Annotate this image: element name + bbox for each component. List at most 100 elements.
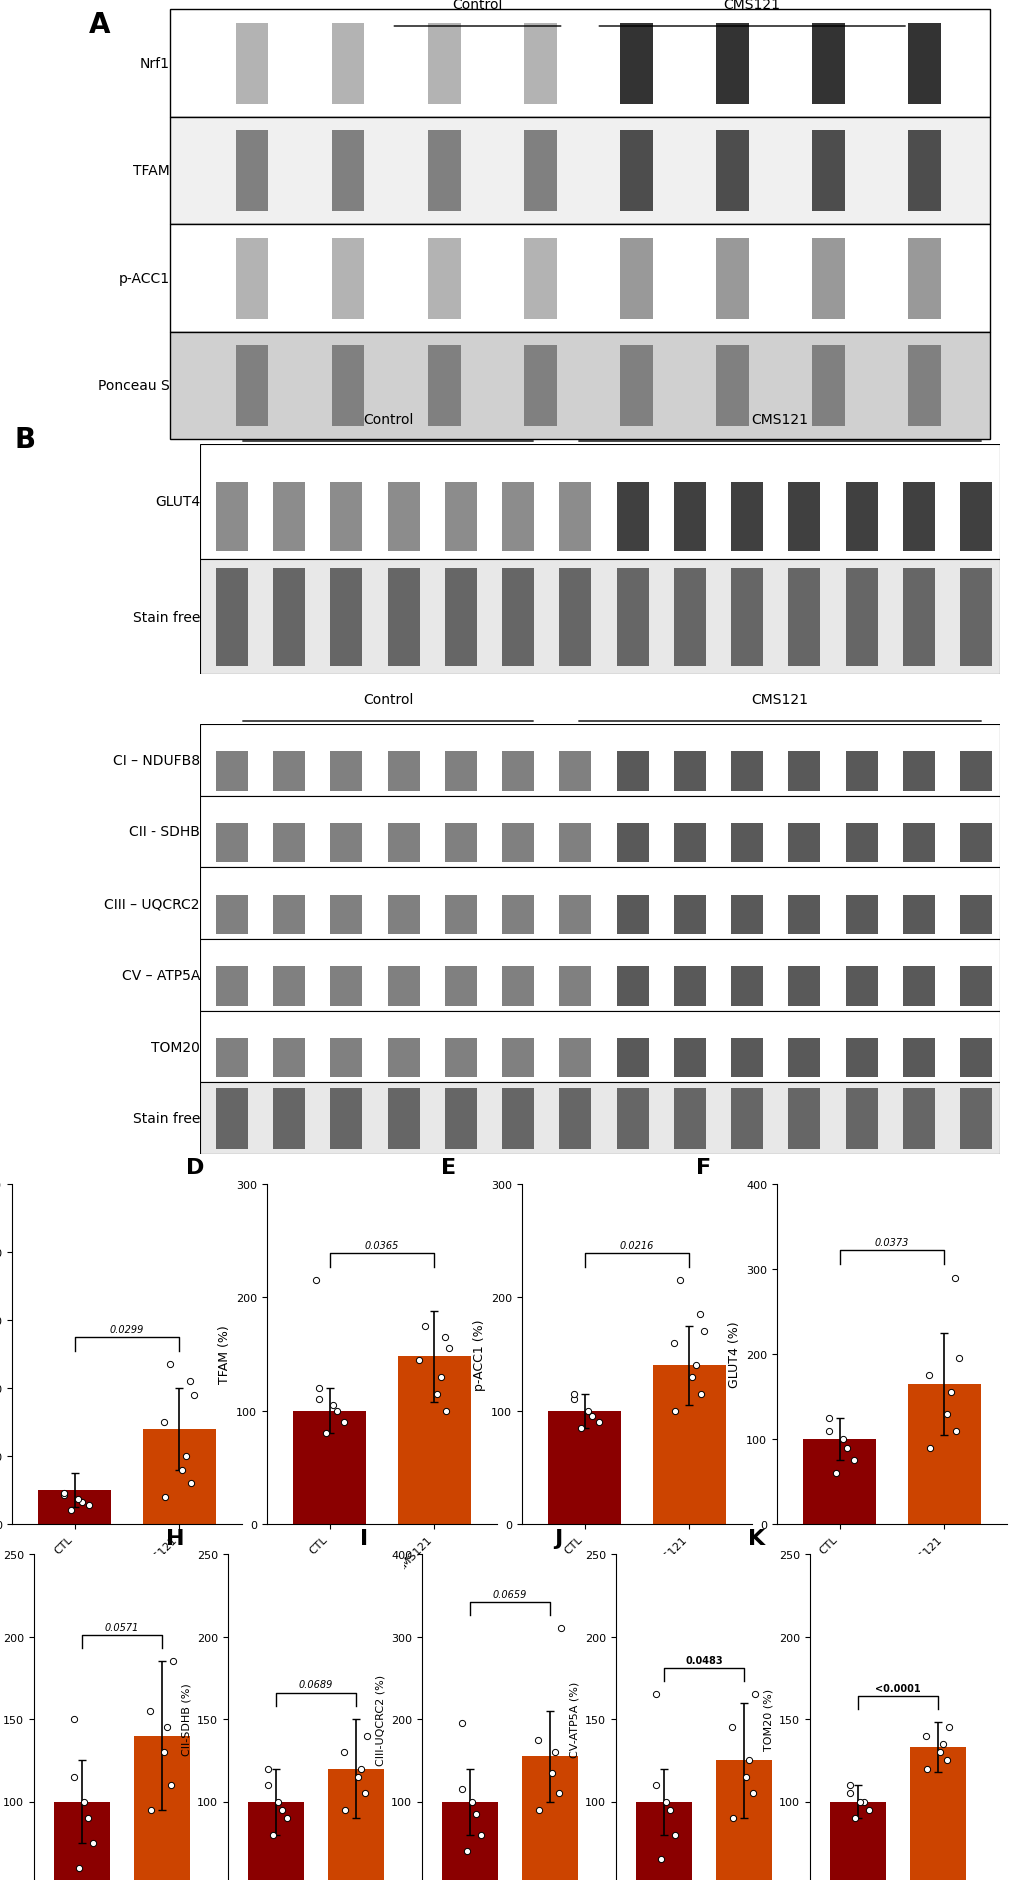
FancyBboxPatch shape [273, 570, 305, 667]
FancyBboxPatch shape [558, 483, 591, 551]
FancyBboxPatch shape [170, 117, 989, 226]
FancyBboxPatch shape [811, 24, 844, 105]
Bar [715, 1760, 771, 1880]
FancyBboxPatch shape [524, 132, 556, 212]
Point [472, 1820, 488, 1850]
Bar [547, 1410, 621, 1525]
FancyBboxPatch shape [444, 966, 477, 1006]
Point [162, 1769, 178, 1799]
Point [544, 1758, 560, 1788]
FancyBboxPatch shape [444, 483, 477, 551]
Point [947, 1416, 963, 1446]
Bar [133, 1735, 190, 1880]
Bar [636, 1801, 691, 1880]
Text: K: K [748, 1528, 765, 1547]
FancyBboxPatch shape [959, 1038, 991, 1077]
Point [941, 1713, 957, 1743]
Text: Stain free: Stain free [132, 1111, 200, 1126]
FancyBboxPatch shape [616, 1038, 648, 1077]
FancyBboxPatch shape [731, 823, 762, 863]
FancyBboxPatch shape [200, 560, 999, 675]
FancyBboxPatch shape [674, 483, 705, 551]
Point [265, 1820, 281, 1850]
Text: CII - SDHB: CII - SDHB [129, 825, 200, 838]
Text: CMS121: CMS121 [751, 692, 808, 707]
Text: Ponceau S: Ponceau S [98, 380, 170, 393]
Point [440, 1333, 457, 1363]
FancyBboxPatch shape [616, 752, 648, 791]
Point [417, 1310, 433, 1340]
Text: F: F [696, 1158, 711, 1177]
Point [590, 1408, 606, 1438]
Point [583, 1401, 599, 1431]
Point [921, 1433, 937, 1463]
FancyBboxPatch shape [558, 895, 591, 934]
Bar [54, 1801, 110, 1880]
Point [695, 1316, 711, 1346]
FancyBboxPatch shape [902, 966, 933, 1006]
FancyBboxPatch shape [616, 895, 648, 934]
FancyBboxPatch shape [845, 1089, 876, 1149]
FancyBboxPatch shape [620, 239, 652, 320]
Point [666, 1395, 683, 1425]
FancyBboxPatch shape [959, 752, 991, 791]
FancyBboxPatch shape [788, 570, 819, 667]
FancyBboxPatch shape [427, 239, 460, 320]
FancyBboxPatch shape [788, 1038, 819, 1077]
Point [684, 1361, 700, 1391]
Text: 0.0365: 0.0365 [365, 1241, 398, 1250]
Point [336, 1737, 353, 1767]
FancyBboxPatch shape [620, 24, 652, 105]
Point [353, 1754, 369, 1784]
Point [56, 1478, 72, 1508]
FancyBboxPatch shape [731, 966, 762, 1006]
Point [851, 1786, 867, 1816]
FancyBboxPatch shape [273, 483, 305, 551]
Point [156, 1737, 172, 1767]
Point [691, 1299, 707, 1329]
FancyBboxPatch shape [616, 966, 648, 1006]
Point [950, 1344, 966, 1374]
Text: Stain free: Stain free [132, 611, 200, 624]
Point [692, 1378, 708, 1408]
Point [826, 1459, 843, 1489]
Bar [143, 1429, 216, 1525]
Text: TOM20: TOM20 [151, 1040, 200, 1055]
FancyBboxPatch shape [902, 752, 933, 791]
Bar [397, 1357, 471, 1525]
Point [657, 1786, 674, 1816]
FancyBboxPatch shape [216, 752, 248, 791]
FancyBboxPatch shape [731, 895, 762, 934]
Point [359, 1720, 375, 1750]
Point [467, 1799, 483, 1829]
FancyBboxPatch shape [845, 895, 876, 934]
FancyBboxPatch shape [387, 966, 419, 1006]
Point [143, 1696, 159, 1726]
Point [453, 1775, 470, 1805]
FancyBboxPatch shape [444, 1089, 477, 1149]
FancyBboxPatch shape [273, 1089, 305, 1149]
Point [62, 1496, 78, 1527]
Point [834, 1425, 850, 1455]
FancyBboxPatch shape [524, 24, 556, 105]
FancyBboxPatch shape [788, 823, 819, 863]
FancyBboxPatch shape [715, 346, 748, 427]
Point [453, 1709, 470, 1739]
Point [311, 1372, 327, 1402]
Point [918, 1754, 934, 1784]
FancyBboxPatch shape [235, 346, 268, 427]
FancyBboxPatch shape [273, 823, 305, 863]
FancyBboxPatch shape [387, 895, 419, 934]
Point [65, 1703, 82, 1733]
Text: A: A [90, 11, 111, 39]
FancyBboxPatch shape [501, 823, 534, 863]
FancyBboxPatch shape [907, 239, 940, 320]
FancyBboxPatch shape [558, 752, 591, 791]
Bar [328, 1769, 383, 1880]
FancyBboxPatch shape [616, 483, 648, 551]
Text: CMS121: CMS121 [723, 0, 780, 11]
Point [530, 1724, 546, 1754]
FancyBboxPatch shape [959, 895, 991, 934]
Text: 0.0571: 0.0571 [105, 1622, 139, 1632]
Point [942, 1378, 958, 1408]
